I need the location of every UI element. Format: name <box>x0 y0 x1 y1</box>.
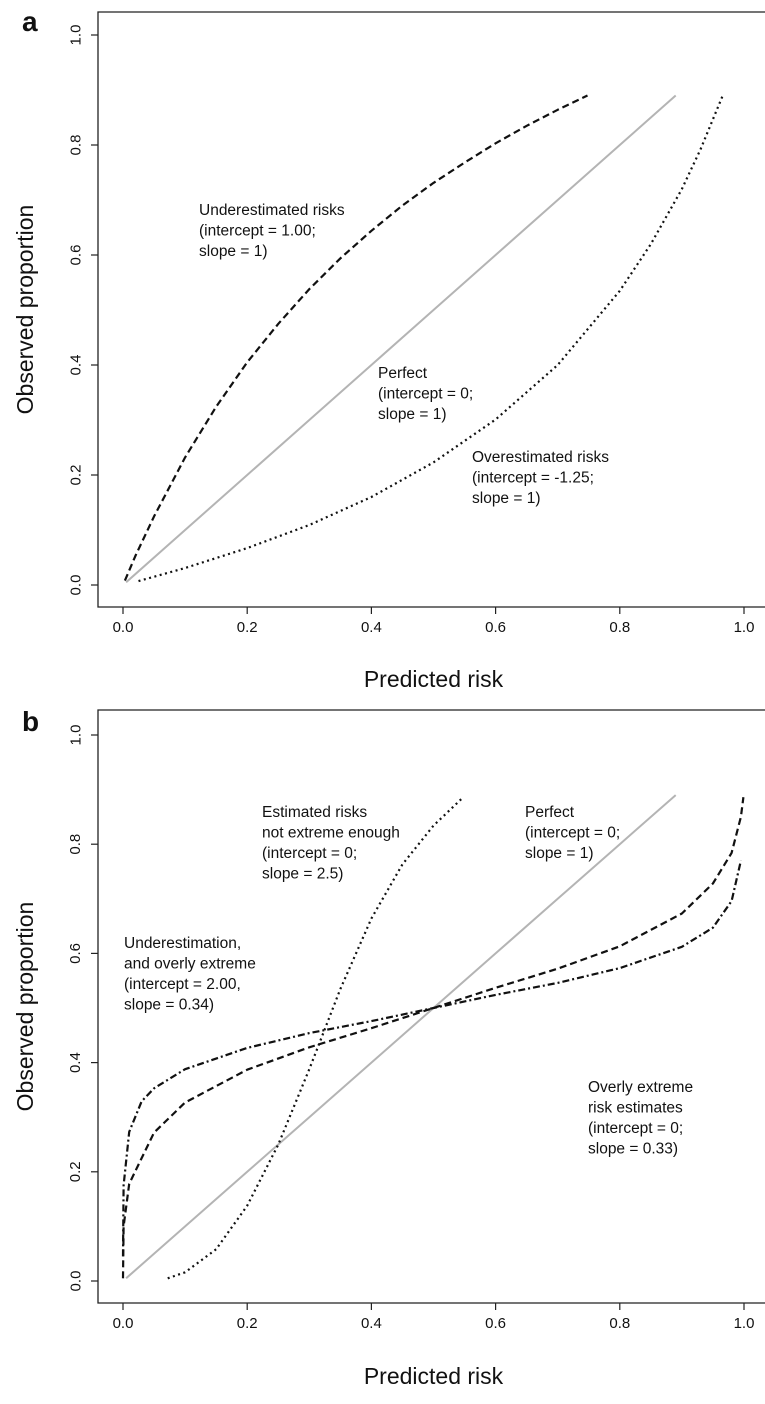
x-tick-label: 0.6 <box>485 1315 506 1332</box>
x-tick-label: 0.8 <box>609 619 630 636</box>
x-axis-title: Predicted risk <box>364 666 504 692</box>
calibration-chart-b: 0.0 0.2 0.4 0.6 0.8 1.0 0.0 0.2 0.4 0.6 0.8 1.0 Pred… <box>12 709 765 1389</box>
annotation-line: (intercept = 0; <box>378 386 473 403</box>
x-axis-title: Predicted risk <box>364 1363 504 1389</box>
annotation-line: Overestimated risks <box>472 449 609 466</box>
y-axis-title: Observed proportion <box>12 205 38 415</box>
annotation-line: (intercept = -1.25; <box>472 470 594 487</box>
annotation-line: Overly extreme <box>588 1079 693 1096</box>
annotation-line: slope = 1) <box>525 845 594 862</box>
y-tick-label: 0.0 <box>67 575 84 596</box>
annotation-line: slope = 1) <box>472 490 541 507</box>
series-annotation: Estimated risks not extreme enough (interc… <box>262 804 400 883</box>
plot-frame <box>97 709 765 1304</box>
x-tick-label: 0.4 <box>361 1315 382 1332</box>
y-tick-label: 0.0 <box>67 1271 84 1292</box>
y-tick-label: 0.6 <box>67 943 84 964</box>
series-line-dotted <box>138 96 724 583</box>
annotation-line: slope = 1) <box>199 243 268 260</box>
annotation-line: slope = 2.5) <box>262 866 343 883</box>
y-tick-label: 0.4 <box>67 355 84 376</box>
y-tick-label: 0.4 <box>67 1052 84 1073</box>
series-line-dotted <box>167 796 465 1280</box>
y-tick-label: 0.2 <box>67 1161 84 1182</box>
panel-label: b <box>22 706 40 737</box>
series-annotation: Perfect (intercept = 0; slope = 1) <box>525 804 620 862</box>
annotation-line: Perfect <box>378 365 428 382</box>
x-tick-label: 1.0 <box>734 1315 755 1332</box>
y-tick-label: 0.8 <box>67 834 84 855</box>
chart-panel-b: b 0.0 0.2 0.4 0.6 0.8 1.0 0.0 0.2 0.4 0.6 0.8 1.0 Pr… <box>0 700 765 1404</box>
series-line-solid-gray <box>125 94 677 584</box>
x-tick-label: 0.8 <box>609 1315 630 1332</box>
x-tick-label: 0.2 <box>237 619 258 636</box>
series-annotation: Underestimation, and overly extreme (inter… <box>124 935 256 1014</box>
y-tick-label: 0.8 <box>67 135 84 156</box>
y-tick-label: 0.6 <box>67 245 84 266</box>
annotation-line: (intercept = 0; <box>525 825 620 842</box>
annotation-line: not extreme enough <box>262 825 400 842</box>
annotation-line: Perfect <box>525 804 575 821</box>
x-tick-label: 0.0 <box>113 619 134 636</box>
annotation-line: (intercept = 2.00, <box>124 976 241 993</box>
y-tick-label: 0.2 <box>67 465 84 486</box>
series-line-dashed <box>123 94 588 582</box>
series-line-dash-dot <box>121 860 742 1257</box>
annotation-line: Underestimation, <box>124 935 241 952</box>
x-tick-label: 0.4 <box>361 619 382 636</box>
annotation-line: (intercept = 0; <box>588 1120 683 1137</box>
annotation-line: Underestimated risks <box>199 202 345 219</box>
series-line-solid-gray <box>125 794 677 1280</box>
annotation-line: and overly extreme <box>124 956 256 973</box>
annotation-line: Estimated risks <box>262 804 367 821</box>
annotation-line: slope = 0.34) <box>124 997 214 1014</box>
x-tick-label: 1.0 <box>734 619 755 636</box>
annotation-line: (intercept = 0; <box>262 845 357 862</box>
plot-frame <box>97 11 765 608</box>
series-annotation: Perfect (intercept = 0; slope = 1) <box>378 365 473 423</box>
x-tick-label: 0.2 <box>237 1315 258 1332</box>
series-annotation: Overestimated risks (intercept = -1.25; sl… <box>472 449 609 507</box>
annotation-line: risk estimates <box>588 1100 683 1117</box>
annotation-line: slope = 0.33) <box>588 1141 678 1158</box>
series-annotation: Overly extreme risk estimates (intercept =… <box>588 1079 693 1158</box>
y-tick-label: 1.0 <box>67 725 84 746</box>
chart-panel-a: a 0.0 0.2 0.4 0.6 0.8 1.0 0.0 0.2 0.4 0.6 0.8 1.0 Pr… <box>0 0 765 700</box>
series-line-dashed <box>121 797 745 1279</box>
x-tick-label: 0.6 <box>485 619 506 636</box>
annotation-line: (intercept = 1.00; <box>199 223 316 240</box>
annotation-line: slope = 1) <box>378 406 447 423</box>
y-axis-title: Observed proportion <box>12 902 38 1112</box>
calibration-chart-a: 0.0 0.2 0.4 0.6 0.8 1.0 0.0 0.2 0.4 0.6 0.8 1.0 Pred… <box>12 11 765 692</box>
x-tick-label: 0.0 <box>113 1315 134 1332</box>
y-tick-label: 1.0 <box>67 25 84 46</box>
panel-label: a <box>22 6 38 37</box>
series-annotation: Underestimated risks (intercept = 1.00; sl… <box>199 202 345 260</box>
